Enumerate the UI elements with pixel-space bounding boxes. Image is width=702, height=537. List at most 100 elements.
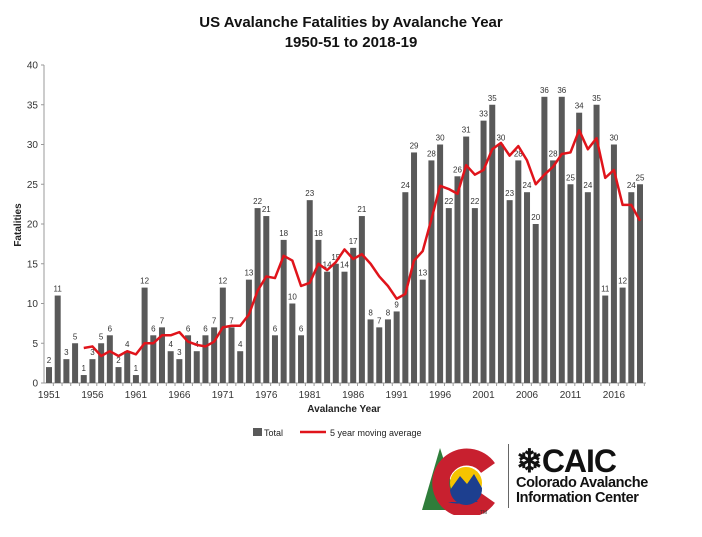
bar-1954	[72, 343, 79, 383]
bar-1979	[289, 303, 296, 383]
bar-label: 11	[54, 285, 63, 294]
bar-label: 3	[177, 348, 182, 357]
bar-1995	[428, 160, 435, 383]
bar-2009	[550, 160, 557, 383]
y-tick-label: 40	[27, 61, 39, 72]
x-tick-label: 1986	[342, 390, 365, 401]
bar-1985	[341, 271, 348, 383]
bar-2001	[480, 120, 487, 384]
bar-label: 8	[368, 308, 373, 317]
bar-label: 24	[627, 181, 636, 190]
x-tick-label: 1991	[386, 390, 409, 401]
bar-label: 5	[73, 332, 78, 341]
bar-label: 24	[401, 181, 410, 190]
bar-2000	[471, 208, 478, 383]
bar-label: 28	[549, 149, 558, 158]
bar-1976	[263, 216, 270, 383]
bar-label: 7	[160, 316, 165, 325]
bar-1977	[271, 335, 278, 383]
bar-label: 23	[305, 189, 314, 198]
caic-logo: TM ❄CAIC Colorado Avalanche Information …	[418, 440, 688, 515]
bar-1975	[254, 208, 261, 383]
bar-2005	[515, 160, 522, 383]
bar-label: 3	[64, 348, 69, 357]
bar-label: 2	[116, 356, 121, 365]
bar-1963	[150, 335, 157, 383]
bar-1965	[167, 351, 174, 383]
bar-label: 6	[186, 324, 191, 333]
bar-label: 6	[273, 324, 278, 333]
bar-1969	[202, 335, 209, 383]
bar-1980	[298, 335, 305, 383]
x-tick-label: 2001	[472, 390, 495, 401]
bar-label: 22	[444, 197, 453, 206]
y-tick-label: 20	[27, 220, 39, 231]
bar-label: 4	[168, 340, 173, 349]
bar-2008	[541, 96, 548, 384]
bar-1994	[419, 279, 426, 383]
snowflake-icon: ❄	[516, 443, 543, 479]
bar-1982	[315, 239, 322, 383]
bar-label: 13	[244, 269, 253, 278]
bar-1951	[46, 367, 52, 383]
bar-label: 30	[436, 134, 445, 143]
bar-1999	[463, 136, 470, 383]
bar-label: 14	[340, 261, 349, 270]
caic-wordmark: ❄CAIC	[516, 443, 617, 479]
bar-1957	[98, 343, 105, 383]
bar-1953	[63, 359, 70, 383]
bar-1961	[132, 375, 139, 383]
logo-divider	[508, 444, 509, 508]
bar-1986	[350, 247, 357, 383]
bar-2003	[497, 144, 504, 383]
x-tick-label: 1966	[168, 390, 191, 401]
bar-1988	[367, 319, 374, 383]
bar-label: 6	[151, 324, 156, 333]
bar-1956	[89, 359, 96, 383]
svg-text:TM: TM	[480, 510, 487, 515]
bar-2011	[567, 184, 574, 383]
bar-label: 28	[514, 149, 523, 158]
bar-2007	[532, 224, 539, 383]
bar-label: 33	[479, 110, 488, 119]
x-tick-label: 1971	[212, 390, 235, 401]
bar-label: 20	[531, 213, 540, 222]
bar-label: 13	[418, 269, 427, 278]
chart-subtitle: 1950-51 to 2018-19	[284, 34, 418, 51]
bar-1978	[280, 239, 287, 383]
bar-label: 4	[125, 340, 130, 349]
bar-label: 18	[314, 229, 323, 238]
bar-2004	[506, 200, 513, 383]
bar-2013	[584, 192, 591, 383]
bar-1981	[306, 200, 313, 383]
bar-label: 7	[377, 316, 382, 325]
bar-label: 14	[323, 261, 332, 270]
colorado-logo-icon: TM	[422, 448, 495, 515]
bar-label: 12	[218, 277, 227, 286]
bar-label: 28	[427, 149, 436, 158]
bar-label: 22	[253, 197, 262, 206]
x-tick-label: 1951	[38, 390, 61, 401]
y-tick-label: 30	[27, 140, 39, 151]
bar-1958	[106, 335, 113, 383]
bar-label: 11	[601, 285, 610, 294]
bar-label: 21	[357, 205, 366, 214]
bar-1971	[219, 287, 226, 383]
bar-label: 7	[212, 316, 217, 325]
bar-label: 34	[575, 102, 584, 111]
bar-1984	[332, 263, 339, 383]
bar-1996	[437, 144, 444, 383]
bar-1952	[54, 295, 61, 383]
bar-1989	[376, 327, 383, 383]
bar-label: 21	[262, 205, 271, 214]
bar-1974	[245, 279, 252, 383]
bar-label: 30	[609, 134, 618, 143]
bar-label: 22	[470, 197, 479, 206]
x-axis-label: Avalanche Year	[307, 404, 380, 415]
legend-total-swatch	[253, 428, 262, 436]
bar-label: 15	[331, 253, 340, 262]
bar-label: 24	[583, 181, 592, 190]
bar-1983	[324, 271, 331, 383]
bar-1992	[402, 192, 409, 383]
